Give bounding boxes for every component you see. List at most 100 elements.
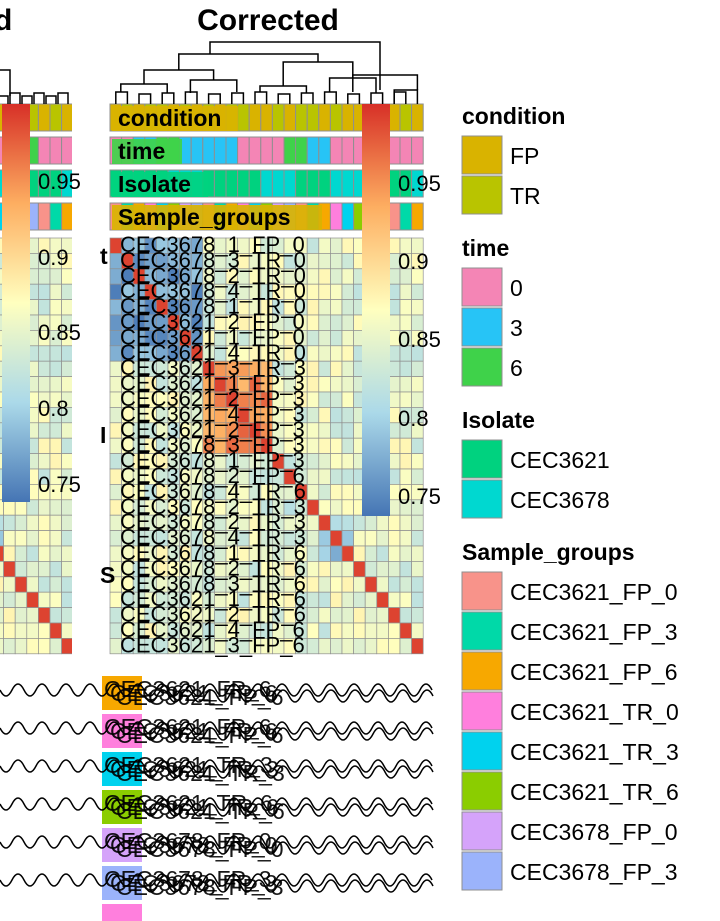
left-heatmap-cell: [61, 591, 72, 608]
left-heatmap-cell: [38, 360, 51, 377]
left-heatmap-cell: [0, 499, 4, 516]
right-heatmap-cell: [306, 499, 320, 516]
right-heatmap-cell: [318, 422, 331, 439]
left-dendrogram-link: [0, 95, 9, 104]
left-heatmap-cell: [49, 607, 62, 624]
legend-title: condition: [462, 103, 565, 129]
sample-label: CEC3678_3_TR_0: [120, 247, 306, 272]
right-heatmap-cell: [341, 514, 354, 531]
right-heatmap-cell: [330, 638, 343, 655]
right-heatmap-cell: [399, 360, 412, 377]
left-heatmap-cell: [26, 561, 39, 578]
left-partial-label: t: [100, 243, 108, 269]
left-heatmap-cell: [49, 422, 62, 439]
right-heatmap-cell: [306, 299, 320, 316]
left-heatmap-cell: [0, 591, 4, 608]
dendrogram-link: [393, 91, 407, 104]
left-heatmap-cell: [38, 638, 51, 655]
right-heatmap-cell: [411, 591, 424, 608]
dendrogram-link: [189, 79, 238, 93]
right-annotation-cell: [237, 169, 250, 198]
dendrogram-link: [370, 92, 384, 104]
right-heatmap-cell: [376, 622, 389, 639]
right-heatmap-cell: [341, 237, 354, 254]
right-heatmap-cell: [364, 607, 378, 624]
left-heatmap-cell: [49, 591, 62, 608]
right-annotation-cell: [295, 136, 308, 165]
right-heatmap-cell: [399, 561, 412, 578]
dendrogram-link: [323, 91, 337, 104]
right-annotation-cell: [318, 136, 331, 165]
right-heatmap-cell: [341, 268, 354, 285]
right-heatmap-cell: [364, 622, 378, 639]
right-heatmap-cell: [306, 484, 320, 501]
right-heatmap-cell: [399, 530, 412, 547]
right-heatmap-cell: [376, 514, 389, 531]
sample-label: CEC3678_2_FP_6: [120, 463, 305, 488]
left-heatmap-cell: [61, 376, 72, 393]
left-heatmap-cell: [49, 530, 62, 547]
legend-swatch: [461, 811, 503, 851]
right-heatmap-cell: [388, 468, 401, 485]
left-heatmap-cell: [0, 576, 4, 593]
left-heatmap-cell: [61, 607, 72, 624]
right-heatmap-cell: [306, 253, 320, 270]
right-heatmap-cell: [376, 607, 389, 624]
right-heatmap-cell: [318, 330, 331, 347]
right-heatmap-cell: [306, 530, 320, 547]
right-heatmap-cell: [388, 638, 401, 655]
right-heatmap-cell: [318, 299, 331, 316]
right-annotation-cell: [190, 136, 204, 165]
right-heatmap-cell: [376, 576, 389, 593]
right-heatmap-cell: [341, 545, 354, 562]
right-scale-tick: 0.95: [398, 171, 441, 196]
left-heatmap-cell: [26, 499, 39, 516]
right-color-scale: [362, 104, 390, 516]
right-annotation-cell: [329, 136, 343, 165]
left-heatmap-cell: [61, 360, 72, 377]
left-heatmap-cell: [61, 422, 72, 439]
left-heatmap-cell: [26, 638, 39, 655]
right-annotation-cell: [213, 136, 227, 165]
left-heatmap-cell: [49, 283, 62, 300]
dendrogram: [0, 41, 419, 104]
left-heatmap-cell: [38, 345, 51, 362]
bottom-fragment-label: CEC3621_TR_3: [116, 760, 285, 786]
left-heatmap-cell: [3, 514, 16, 531]
sample-label: CEC3621_3_FP_6: [120, 632, 305, 657]
right-heatmap-cell: [306, 453, 320, 470]
legend-item-label: CEC3678_FP_3: [510, 859, 678, 885]
right-heatmap-cell: [318, 376, 331, 393]
bottom-fragment-label: CEC3621_TR_6: [116, 798, 285, 824]
bottom-fragment-label: CEC3621_FP_6: [116, 684, 284, 710]
right-heatmap-cell: [341, 407, 354, 424]
bottom-glyph-line: [144, 765, 434, 779]
legend-swatch: [461, 731, 503, 771]
right-annotation-cell: [260, 103, 273, 132]
left-dendrogram-link: [21, 95, 33, 104]
bottom-annotation-swatch: [102, 904, 142, 921]
left-annotation-cell: [37, 103, 51, 132]
right-heatmap-cell: [330, 468, 343, 485]
right-heatmap-cell: [411, 561, 424, 578]
dendrogram-link: [352, 74, 419, 92]
sample-label: CEC3678_2_TR_6: [120, 555, 306, 580]
left-heatmap-cell: [49, 345, 62, 362]
sample-label: CEC3678_4_TR_0: [120, 278, 306, 303]
right-heatmap-cell: [318, 576, 331, 593]
right-heatmap-cell: [341, 299, 354, 316]
right-heatmap-cell: [364, 545, 378, 562]
left-heatmap-cell: [38, 299, 51, 316]
left-heatmap-cell: [61, 499, 72, 516]
right-heatmap-cell: [341, 484, 354, 501]
right-heatmap-cell: [388, 453, 401, 470]
annotation-label-box: [112, 205, 322, 230]
right-heatmap-cell: [306, 607, 320, 624]
right-heatmap-cell: [353, 591, 366, 608]
right-annotation-cell: [329, 103, 343, 132]
sample-label: CEC3621_2_FP_0: [120, 309, 305, 334]
legend-item-label: 0: [510, 275, 523, 301]
right-scale-tick: 0.75: [398, 484, 441, 509]
left-heatmap-cell: [26, 530, 39, 547]
